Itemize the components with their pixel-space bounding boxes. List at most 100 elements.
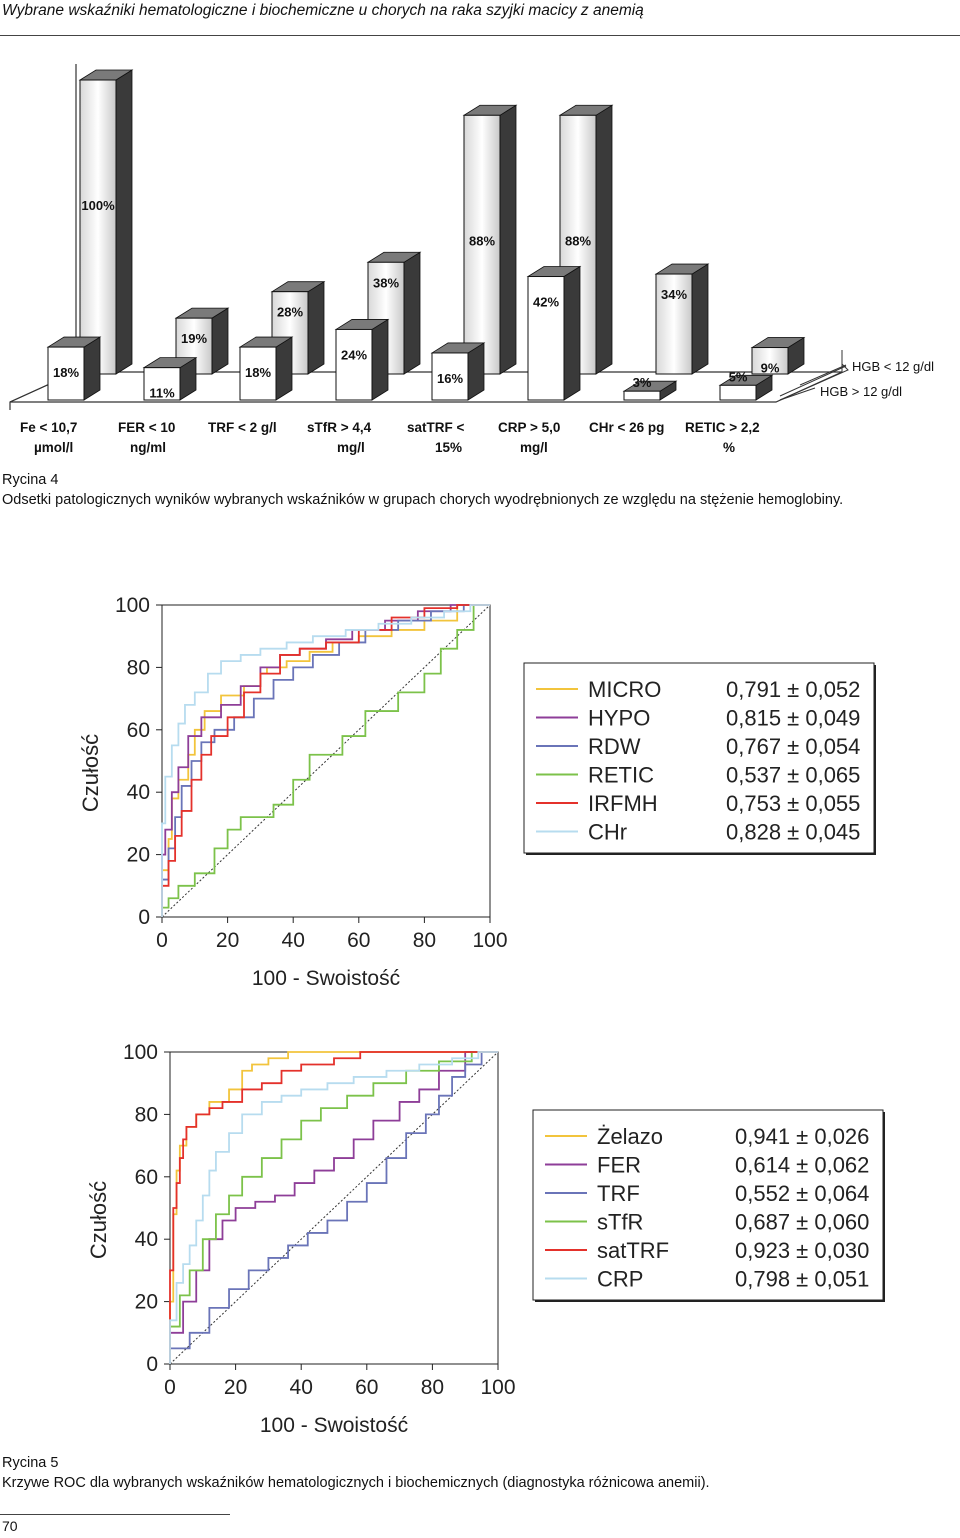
y-tick-label: 80 [135, 1103, 158, 1126]
legend-line-high [779, 387, 816, 401]
bars-layer: 100% 19% 28% 38% 88% 88% 34% 9% 18% 11% 18% 24% 16% 4… [46, 69, 806, 401]
category-labels: Fe < 10,7 µmol/l FER < 10 ng/ml TRF < 2 g/l s… [20, 420, 760, 455]
y-tick-label: 20 [127, 844, 150, 867]
bar-front [47, 346, 85, 401]
bar-label-hgb-high: 18% [53, 365, 79, 380]
bar-label-hgb-high: 3% [633, 375, 652, 390]
figure-4-caption: Rycina 4 Odsetki patologicznych wyników … [2, 470, 957, 510]
roc-chart-hematologic: 0 20 40 60 80 100 0 20 40 60 80 100 100 - Swoistość C… [78, 594, 876, 990]
bar-label-hgb-high: 24% [341, 347, 367, 362]
legend-frame [523, 662, 875, 854]
x-tick-label: 100 [480, 1376, 515, 1399]
reference-diagonal [169, 1051, 499, 1365]
bar-hgb-high [238, 336, 294, 401]
bar-side [115, 69, 133, 375]
roc-curve-retic [161, 604, 490, 917]
plot-frame [161, 604, 491, 918]
bar-hgb-high [622, 380, 678, 401]
footer-rule [0, 1514, 230, 1515]
y-axis-label: Czułość [78, 734, 103, 812]
bar-front [335, 328, 373, 401]
bar-side [83, 336, 101, 401]
reference-diagonal [161, 604, 491, 918]
legend-name: IRFMH [588, 791, 658, 816]
bar-front [655, 273, 693, 375]
roc-curve-irfmh [161, 604, 490, 917]
legend-name: satTRF [597, 1238, 669, 1263]
roc-curve-sattrf [169, 1051, 498, 1364]
bar-hgb-high [718, 374, 774, 401]
legend: HGB < 12 g/dl HGB > 12 g/dl [779, 359, 934, 401]
bar-label-hgb-low: 19% [181, 331, 207, 346]
bar-side [499, 104, 517, 375]
bar-front [143, 367, 181, 401]
legend-name: RETIC [588, 763, 654, 788]
roc-curve-chr [161, 604, 490, 917]
y-tick-label: 40 [127, 781, 150, 804]
legend-name: HYPO [588, 706, 650, 731]
roc-curve-rdw [161, 604, 490, 917]
x-tick-label: 80 [413, 929, 436, 952]
x-axis-label: 100 - Swoistość [260, 1414, 408, 1437]
legend-name: CHr [588, 820, 627, 845]
figure-5-caption-text: Krzywe ROC dla wybranych wskaźników hema… [2, 1475, 710, 1491]
legend-name: RDW [588, 734, 641, 759]
legend-auc: 0,552 ± 0,064 [735, 1181, 869, 1206]
figure-5-caption: Rycina 5 Krzywe ROC dla wybranych wskaźn… [2, 1453, 957, 1493]
x-tick-label: 0 [164, 1376, 176, 1399]
roc-curve-crp [169, 1051, 498, 1364]
roc-curve-trf [169, 1051, 498, 1364]
category-unit: mg/l [337, 440, 365, 455]
bar-hgb-low [78, 69, 134, 375]
bar-hgb-high [46, 336, 102, 401]
plot-area: 0 20 40 60 80 100 0 20 40 60 80 100 100 - Swoistość C… [86, 1041, 516, 1437]
running-title: Wybrane wskaźniki hematologiczne i bioch… [2, 2, 644, 19]
category-label: RETIC > 2,2 [685, 420, 760, 435]
legend-line-low [799, 364, 847, 386]
figure-5-label: Rycina 5 [2, 1455, 59, 1471]
bar-hgb-high [430, 342, 486, 401]
x-tick-label: 20 [216, 929, 239, 952]
bar-label-hgb-high: 11% [149, 386, 175, 401]
floor [10, 371, 843, 403]
legend-auc: 0,815 ± 0,049 [726, 706, 860, 731]
bar-side [275, 336, 293, 401]
y-axis-label: Czułość [86, 1181, 111, 1259]
bar-side [403, 251, 421, 375]
bar-side [691, 263, 709, 375]
legend-hgb-high: HGB > 12 g/dl [820, 384, 902, 399]
legend-box: MICRO 0,791 ± 0,052 HYPO 0,815 ± 0,049 RDW 0,… [523, 662, 876, 855]
category-label: TRF < 2 g/l [208, 420, 277, 435]
category-label: sTfR > 4,4 [307, 420, 372, 435]
bar-label-hgb-high: 42% [533, 295, 559, 310]
x-tick-label: 80 [421, 1376, 444, 1399]
legend-auc: 0,941 ± 0,026 [735, 1124, 869, 1149]
bar-hgb-low [750, 336, 806, 375]
category-label: FER < 10 [118, 420, 175, 435]
roc-curve-fer [169, 1051, 498, 1364]
bar-front [463, 114, 501, 375]
category-label: satTRF < [407, 420, 465, 435]
legend-auc: 0,798 ± 0,051 [735, 1267, 869, 1292]
y-tick-label: 0 [146, 1353, 158, 1376]
y-tick-label: 80 [127, 656, 150, 679]
legend-auc: 0,753 ± 0,055 [726, 791, 860, 816]
legend-name: sTfR [597, 1210, 643, 1235]
bar-label-hgb-low: 28% [277, 305, 303, 320]
y-tick-label: 20 [135, 1291, 158, 1314]
bar-hgb-low [462, 104, 518, 375]
x-tick-label: 40 [282, 929, 305, 952]
bar-label-hgb-low: 88% [565, 233, 591, 248]
page-number: 70 [2, 1518, 18, 1534]
bar-label-hgb-low: 100% [81, 198, 115, 213]
legend-frame [532, 1109, 884, 1301]
legend-hgb-low: HGB < 12 g/dl [852, 359, 934, 374]
bar-hgb-high [142, 356, 198, 401]
y-tick-label: 100 [123, 1041, 158, 1064]
bar-front [527, 276, 565, 401]
bar-hgb-high [526, 265, 582, 401]
category-unit: 15% [435, 440, 462, 455]
y-tick-label: 100 [115, 594, 150, 617]
bar-side [595, 104, 613, 375]
legend-name: TRF [597, 1181, 640, 1206]
